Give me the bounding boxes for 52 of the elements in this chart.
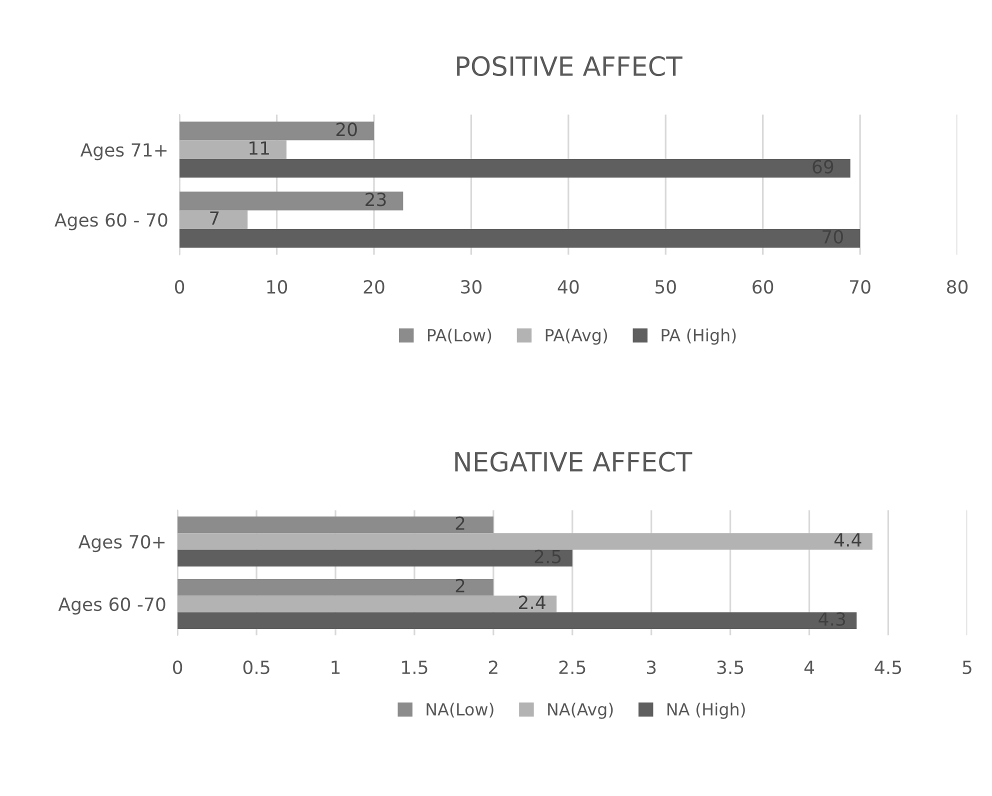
x-tick-label: 70: [850, 280, 870, 294]
x-tick-label: 4: [804, 660, 814, 674]
x-tick-label: 4.5: [874, 660, 902, 674]
data-label: 23: [366, 192, 386, 206]
x-tick-label: 5: [962, 660, 972, 674]
legend-label: PA (High): [662, 328, 736, 345]
bar: [178, 533, 872, 550]
data-label: 2.4: [519, 596, 546, 609]
x-tick-label: 2: [489, 660, 498, 674]
bar: [178, 612, 857, 629]
chart-title: POSITIVE AFFECT: [457, 56, 682, 76]
legend-label: NA(Avg): [548, 702, 613, 719]
y-tick-label: Ages 60 - 70: [54, 213, 168, 230]
bar: [180, 122, 374, 140]
x-tick-label: 50: [656, 280, 676, 294]
bar: [180, 210, 248, 230]
x-tick-label: 1.5: [402, 660, 428, 674]
data-label: 11: [250, 141, 269, 155]
y-tick-label: Ages 60 -70: [58, 597, 166, 615]
bar: [180, 140, 286, 159]
y-tick-label: Ages 70+: [78, 534, 165, 552]
x-tick-label: 0: [173, 660, 182, 674]
legend-label: PA(Low): [428, 328, 492, 344]
bar: [178, 578, 494, 596]
data-label: 4.4: [834, 533, 862, 546]
data-label: 2: [456, 516, 464, 530]
bar: [178, 550, 572, 566]
data-label: 7: [210, 212, 219, 225]
x-tick-label: 30: [461, 280, 482, 294]
legend-label: NA(Low): [426, 702, 494, 718]
bar: [180, 192, 404, 210]
bar: [180, 158, 850, 178]
x-tick-label: 10: [267, 280, 288, 294]
x-tick-label: 40: [558, 280, 579, 294]
legend-label: NA (High): [668, 702, 745, 719]
bar: [180, 229, 860, 248]
x-tick-label: 1: [332, 660, 340, 674]
x-tick-label: 0.5: [243, 660, 270, 674]
data-label: 20: [336, 122, 357, 136]
y-tick-label: Ages 71+: [80, 143, 167, 160]
x-tick-label: 20: [364, 280, 384, 294]
x-tick-label: 3: [646, 660, 656, 674]
bar: [178, 596, 557, 612]
x-tick-label: 2.5: [559, 660, 586, 674]
x-tick-label: 80: [947, 280, 968, 294]
bar: [178, 516, 494, 534]
x-tick-label: 60: [752, 280, 774, 294]
data-label: 2: [456, 578, 464, 592]
x-tick-label: 3.5: [717, 660, 744, 674]
chart-title: NEGATIVE AFFECT: [455, 452, 692, 472]
x-tick-label: 0: [175, 280, 184, 294]
legend-label: PA(Avg): [546, 328, 608, 345]
